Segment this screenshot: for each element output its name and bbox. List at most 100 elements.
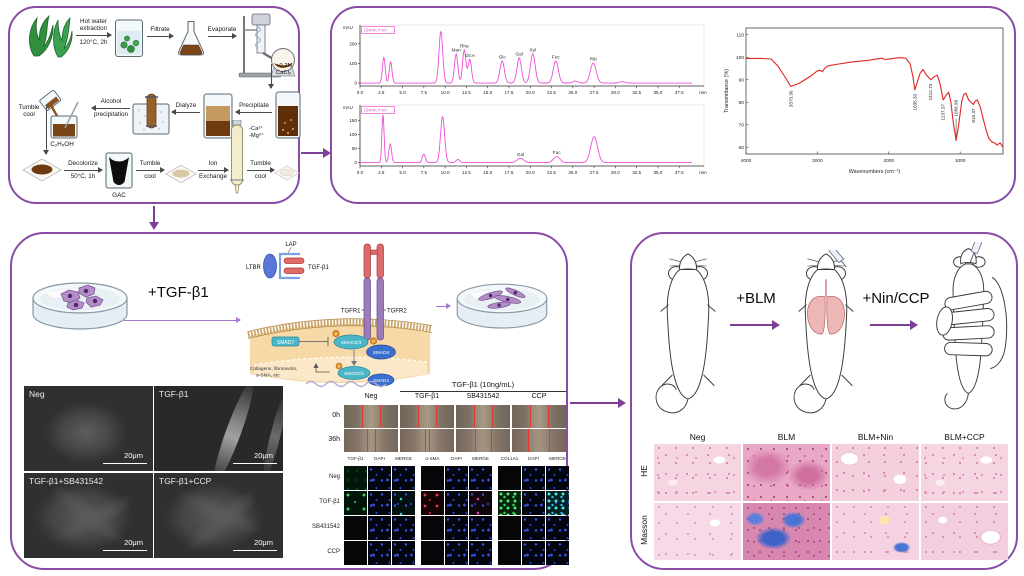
hist-row-label: HE: [639, 465, 649, 477]
blm-treatment-label: +BLM: [736, 290, 776, 307]
petri-dish-fibroblasts-icon: [32, 282, 128, 330]
target-genes-label: Collagens, fibronectin,: [250, 366, 297, 372]
tgfb1-ligand-label: TGF-β1: [308, 265, 329, 271]
if-image: [522, 516, 545, 540]
scale-bar-label: 20μm: [124, 538, 143, 547]
wound-edge-line: [475, 429, 477, 452]
plot-frame: [359, 104, 705, 167]
if-column-header: DAPI: [451, 456, 462, 461]
arrow-left-icon: [171, 108, 200, 115]
arrow-right-icon: [198, 166, 229, 173]
scale-bar-label: 20μm: [124, 451, 143, 460]
x-tick-label: 2.5: [378, 90, 385, 95]
arrow-right-icon: [64, 166, 103, 173]
wound-edge-line: [375, 429, 377, 452]
if-image: [546, 516, 569, 540]
scale-bar-label: 20μm: [254, 451, 273, 460]
step-precipitate: Precipitate: [235, 102, 272, 115]
x-tick-label: 15.0: [483, 170, 492, 175]
if-image: [344, 516, 367, 540]
x-tick-label: 27.5: [590, 170, 599, 175]
wound-healing-assay: TGF-β1 (10ng/mL) Neg TGF-β1 SB431542 CCP 0h 36…: [12, 380, 570, 456]
seaweed-icon: [29, 14, 73, 58]
peak-label: Man: [452, 47, 462, 53]
arrow-down-icon: [42, 106, 50, 155]
if-column-header: MERGE: [549, 456, 566, 461]
tgfb-signaling-diagram: P TGFR1 TGFR2 LAP LTBR TGF-β1 SMAD7 P SM…: [246, 242, 433, 388]
peak-label: Gal: [515, 51, 522, 57]
arrow-right-icon: [208, 32, 237, 39]
target-genes-label: α-SMA, etc: [256, 373, 280, 379]
gac-label: GAC: [104, 192, 134, 199]
if-column-header: TGF-β1: [347, 456, 364, 461]
x-tick-label: 3000: [812, 158, 823, 164]
if-image: [498, 491, 521, 515]
sem-label: TGF-β1: [159, 389, 189, 399]
if-image: [368, 541, 391, 565]
x-tick-label: 17.5: [504, 170, 513, 175]
sem-label: TGF-β1+CCP: [159, 476, 212, 486]
signal-label-box: [361, 106, 395, 114]
scale-bar: [233, 549, 277, 551]
x-tick-label: 5.0: [399, 90, 406, 95]
if-image: [368, 516, 391, 540]
ion-line: -Mg²⁺: [249, 133, 264, 140]
ltbr-label: LTBR: [246, 265, 262, 271]
hist-column-label: BLM+CCP: [944, 432, 985, 442]
ion-exchange-column-icon: [230, 120, 244, 194]
sem-label: TGF-β1+SB431542: [29, 476, 104, 486]
hist-column-label: BLM: [777, 432, 796, 442]
x-tick-label: 35.0: [653, 170, 662, 175]
y-tick-label: 90: [739, 77, 745, 83]
if-image: [522, 541, 545, 565]
peak-label: Rha: [460, 44, 469, 50]
crude-powder-icon: [22, 158, 62, 182]
scratch-image: [456, 429, 510, 452]
ion-line: -Ca²⁺: [249, 126, 264, 132]
scratch-column-label: SB431542: [466, 393, 500, 400]
wound-edge-line: [474, 405, 476, 428]
x-tick-label: 35.0: [653, 90, 662, 95]
step-ion-exchange: Ion Exchange: [198, 160, 229, 181]
smad23-label: SMAD2/3: [344, 371, 364, 376]
wound-edge-line: [491, 405, 493, 428]
wound-edge-line: [530, 405, 532, 428]
if-column-header: DAPI: [528, 456, 539, 461]
dialysis-icon: [132, 93, 170, 135]
step-label: cool: [23, 111, 35, 119]
if-column-header: COL1A1: [500, 456, 519, 461]
step-hot-water-extraction: Hot water extraction 120°C, 2h: [76, 18, 112, 46]
step-label: Alcohol: [100, 98, 122, 105]
alcohol-precipitation-icon: [39, 90, 79, 139]
scale-bar: [233, 462, 277, 464]
arrow-right-icon: [436, 302, 451, 310]
if-image: [392, 466, 415, 490]
if-row-label: SB431542: [311, 524, 340, 530]
step-label: Precipitate: [239, 102, 269, 109]
step-label: Tumble: [18, 104, 40, 111]
hist-image: [743, 444, 830, 501]
peak-label: GlcA: [465, 53, 476, 59]
hplc-trace: [360, 114, 692, 164]
x-tick-label: 25.0: [568, 170, 577, 175]
if-image: [344, 466, 367, 490]
step-label: Filtrate: [150, 26, 170, 33]
hist-image: [654, 444, 741, 501]
if-image: [421, 491, 444, 515]
ftir-trace: [746, 57, 1004, 148]
if-image: [522, 491, 545, 515]
x-tick-label: 25.0: [568, 90, 577, 95]
x-unit-label: min: [699, 90, 707, 95]
wound-edge-line: [547, 405, 549, 428]
scratch-header: TGF-β1 (10ng/mL): [451, 380, 515, 389]
beaker-precipitate-icon: [275, 91, 301, 139]
arrow-right-icon: [124, 316, 241, 324]
peak-label: Xyl: [529, 47, 536, 53]
arrow-left-icon: [235, 108, 272, 115]
x-tick-label: 0.0: [357, 90, 364, 95]
x-tick-label: 17.5: [504, 90, 513, 95]
step-condition: 50°C, 1h: [70, 173, 96, 181]
hist-column-label: BLM+Nin: [857, 432, 894, 442]
signal-label-box: [361, 26, 395, 34]
x-unit-label: min: [699, 170, 707, 175]
